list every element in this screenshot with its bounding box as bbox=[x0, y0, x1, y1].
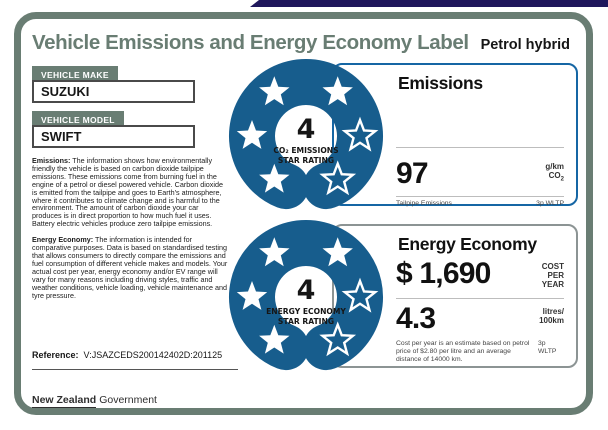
cost-unit-line2: PER bbox=[547, 271, 564, 280]
consumption-unit-line1: litres/ bbox=[542, 307, 564, 316]
co2-unit: g/km CO2 bbox=[545, 159, 564, 185]
reference-line: Reference: V:JSAZCEDS200142402D:201125 bbox=[32, 350, 238, 370]
vehicle-make-field: SUZUKI bbox=[32, 80, 195, 103]
cost-per-year-unit: COST PER YEAR bbox=[542, 259, 564, 289]
energy-panel-title: Energy Economy bbox=[398, 234, 537, 254]
energy-paragraph-body: The information is intended for comparat… bbox=[32, 235, 228, 300]
energy-rating-number: 4 bbox=[297, 275, 316, 306]
energy-star-rating-badge: 4 ENERGY ECONOMY STAR RATING bbox=[229, 220, 383, 371]
star-icon bbox=[341, 116, 379, 152]
star-icon bbox=[259, 237, 290, 267]
co2-unit-sub: 2 bbox=[560, 176, 564, 183]
vehicle-make-label: VEHICLE MAKE bbox=[32, 66, 118, 83]
star-icon bbox=[341, 277, 379, 313]
emissions-divider-bottom bbox=[396, 196, 564, 197]
cost-per-year-value: $ 1,690 bbox=[396, 257, 491, 290]
star-icon bbox=[236, 120, 268, 149]
energy-rating-line2: STAR RATING bbox=[278, 317, 334, 326]
co2-star-rating-badge: 4 CO₂ EMISSIONS STAR RATING bbox=[229, 59, 383, 210]
energy-paragraph: Energy Economy: The information is inten… bbox=[32, 236, 228, 299]
emissions-wltp-note: 3p WLTP bbox=[536, 200, 564, 207]
star-icon bbox=[319, 321, 357, 357]
consumption-unit-line2: 100km bbox=[539, 316, 564, 325]
emissions-divider-top bbox=[396, 147, 564, 148]
nz-government-logo: New Zealand Government bbox=[32, 394, 157, 408]
fuel-consumption-value: 4.3 bbox=[396, 302, 436, 335]
energy-footnotes: Cost per year is an estimate based on pe… bbox=[396, 340, 564, 364]
nz-logo-government: Government bbox=[99, 394, 157, 406]
star-icon bbox=[236, 281, 268, 310]
emissions-paragraph: Emissions: The information shows how env… bbox=[32, 157, 228, 228]
star-icon bbox=[322, 76, 353, 106]
emissions-panel: Emissions 97 g/km CO2 Tailpipe Emissions … bbox=[332, 63, 578, 208]
emissions-paragraph-body: The information shows how environmentall… bbox=[32, 156, 223, 229]
fuel-type-badge: Petrol hybrid bbox=[480, 37, 570, 53]
badge-ring bbox=[229, 59, 383, 210]
energy-wltp-note: 3p WLTP bbox=[538, 340, 557, 355]
navy-top-strip bbox=[250, 0, 608, 7]
energy-divider bbox=[396, 298, 564, 299]
tailpipe-emissions-note: Tailpipe Emissions bbox=[396, 200, 452, 207]
badge-ring bbox=[229, 220, 383, 371]
co2-rating-number: 4 bbox=[297, 114, 316, 145]
page-title: Vehicle Emissions and Energy Economy Lab… bbox=[32, 31, 469, 54]
vehicle-model-label: VEHICLE MODEL bbox=[32, 111, 124, 128]
star-icon bbox=[322, 237, 353, 267]
star-icon bbox=[259, 76, 290, 106]
header: Vehicle Emissions and Energy Economy Lab… bbox=[32, 31, 570, 55]
consumption-row: 4.3 litres/100km bbox=[396, 304, 564, 334]
energy-economy-panel: Energy Economy $ 1,690 COST PER YEAR 4.3 l… bbox=[332, 224, 578, 368]
info-paragraphs: Emissions: The information shows how env… bbox=[32, 157, 228, 299]
vehicle-model-field: SWIFT bbox=[32, 125, 195, 148]
star-icon bbox=[259, 324, 290, 354]
reference-value: V:JSAZCEDS200142402D:201125 bbox=[83, 350, 223, 360]
cost-estimate-note: Cost per year is an estimate based on pe… bbox=[396, 340, 530, 363]
co2-rating-line1: CO₂ EMISSIONS bbox=[273, 146, 338, 155]
fuel-consumption-unit: litres/100km bbox=[539, 304, 564, 325]
star-icon bbox=[259, 163, 290, 193]
co2-value: 97 bbox=[396, 157, 429, 190]
co2-unit-co: CO bbox=[548, 171, 561, 180]
co2-rating-line2: STAR RATING bbox=[278, 156, 334, 165]
nz-logo-newzealand: New Zealand bbox=[32, 394, 97, 408]
cost-row: $ 1,690 COST PER YEAR bbox=[396, 257, 564, 290]
energy-paragraph-lead: Energy Economy: bbox=[32, 235, 94, 245]
emissions-footnotes: Tailpipe Emissions 3p WLTP bbox=[396, 200, 564, 208]
star-icon bbox=[319, 160, 357, 196]
emissions-value-row: 97 g/km CO2 bbox=[396, 159, 564, 189]
emissions-paragraph-lead: Emissions: bbox=[32, 156, 71, 165]
energy-rating-line1: ENERGY ECONOMY bbox=[266, 307, 346, 316]
cost-unit-line3: YEAR bbox=[541, 280, 564, 289]
emissions-panel-title: Emissions bbox=[398, 73, 483, 93]
cost-unit-line1: COST bbox=[541, 262, 564, 271]
reference-label: Reference: bbox=[32, 350, 79, 360]
co2-unit-gkm: g/km bbox=[545, 162, 564, 171]
